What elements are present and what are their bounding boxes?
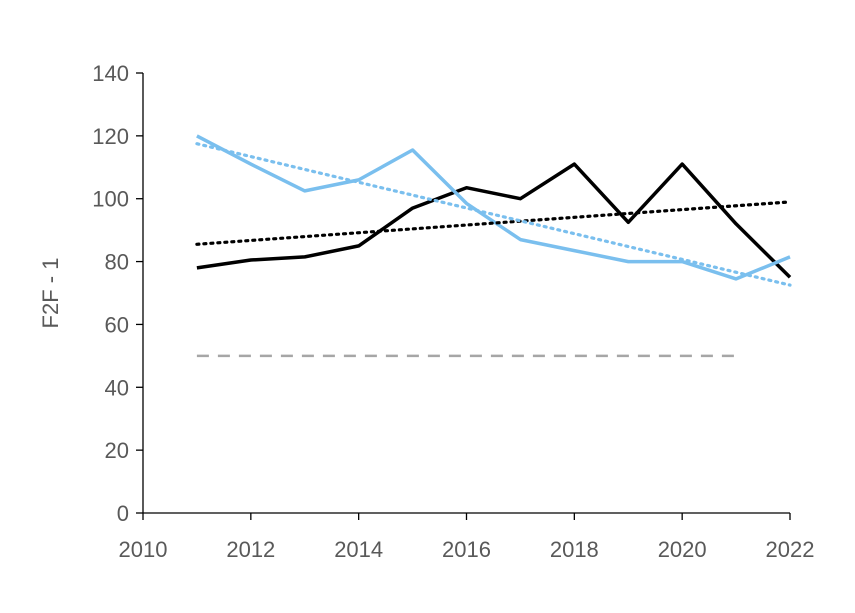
series-line-2 bbox=[196, 134, 791, 281]
y-tick-label: 80 bbox=[105, 250, 129, 275]
y-axis-title: F2F - 1 bbox=[38, 258, 63, 329]
chart-axes bbox=[136, 72, 791, 520]
y-tick-label: 120 bbox=[92, 124, 129, 149]
y-tick-label: 140 bbox=[92, 61, 129, 86]
x-tick-label: 2022 bbox=[766, 537, 815, 562]
y-tick-label: 20 bbox=[105, 438, 129, 463]
chart-labels: 0 20 40 60 80 100 120 140 2010 2012 2014 2016 2018 20… bbox=[38, 61, 814, 562]
series-line-1 bbox=[196, 162, 792, 279]
x-tick-label: 2018 bbox=[550, 537, 599, 562]
x-tick-label: 2016 bbox=[442, 537, 491, 562]
y-tick-label: 0 bbox=[117, 501, 129, 526]
y-tick-label: 100 bbox=[92, 187, 129, 212]
x-tick-label: 2012 bbox=[226, 537, 275, 562]
series-line-4 bbox=[195, 142, 792, 287]
y-tick-label: 60 bbox=[105, 312, 129, 337]
x-tick-label: 2020 bbox=[658, 537, 707, 562]
y-tick-label: 40 bbox=[105, 375, 129, 400]
x-tick-label: 2010 bbox=[119, 537, 168, 562]
chart-series bbox=[195, 134, 792, 358]
x-tick-label: 2014 bbox=[334, 537, 383, 562]
series-line-3 bbox=[195, 200, 792, 246]
